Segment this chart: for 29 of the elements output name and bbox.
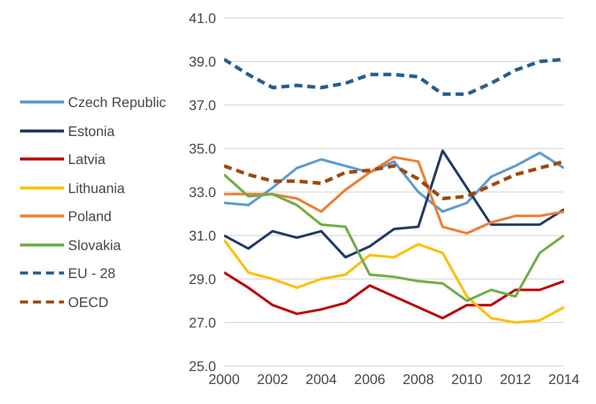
- x-tick-label: 2002: [257, 370, 288, 387]
- y-tick-label: 29.0: [188, 270, 216, 287]
- legend-label: Latvia: [68, 151, 106, 168]
- y-tick-label: 27.0: [188, 314, 216, 330]
- y-tick-label: 39.0: [188, 53, 216, 70]
- line-series: [224, 173, 564, 302]
- legend-label: Poland: [68, 208, 112, 224]
- line-series: [224, 149, 564, 258]
- x-tick-label: 2010: [451, 370, 483, 387]
- x-tick-label: 2006: [354, 370, 386, 387]
- y-tick-label: 37.0: [188, 96, 216, 113]
- y-tick-label: 33.0: [188, 184, 216, 200]
- x-tick-label: 2008: [402, 370, 434, 387]
- line-series: [224, 160, 564, 200]
- x-tick-label: 2004: [306, 370, 337, 387]
- line-series: [224, 156, 564, 235]
- line-series: [224, 238, 564, 324]
- y-tick-label: 41.0: [188, 10, 216, 26]
- legend-label: OECD: [68, 294, 108, 310]
- legend-label: Czech Republic: [68, 94, 166, 110]
- x-tick-label: 2014: [548, 370, 580, 387]
- line-series: [224, 271, 564, 320]
- legend-label: Estonia: [68, 122, 115, 139]
- legend-label: Lithuania: [68, 180, 125, 196]
- y-tick-label: 31.0: [188, 227, 216, 244]
- legend-label: EU - 28: [68, 265, 116, 282]
- y-tick-label: 35.0: [188, 140, 216, 156]
- x-tick-label: 2012: [500, 370, 532, 387]
- legend-label: Slovakia: [68, 236, 121, 253]
